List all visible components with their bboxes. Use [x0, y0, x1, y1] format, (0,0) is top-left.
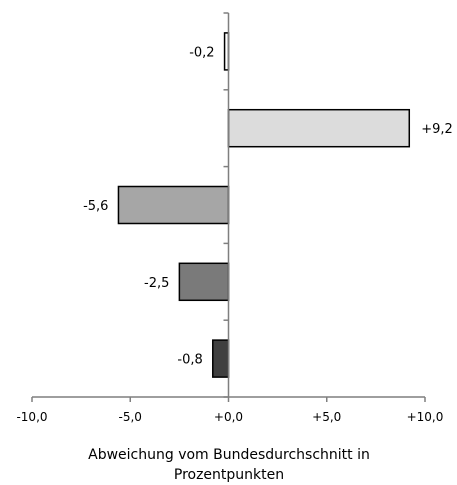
x-tick-label: +5,0	[312, 410, 341, 424]
data-label-2: +9,2	[421, 122, 453, 137]
x-tick-label: +0,0	[214, 410, 243, 424]
bar-3	[117, 185, 230, 225]
x-axis-title-line-1: Abweichung vom Bundesdurchschnitt in	[88, 447, 370, 463]
data-labels: -0,2 +9,2 -5,6 -2,5 -0,8	[83, 45, 453, 367]
x-tick-label: -10,0	[16, 410, 47, 424]
x-axis-title-line-2: Prozentpunkten	[174, 467, 284, 483]
data-label-1: -0,2	[189, 45, 214, 60]
x-tick-label: +10,0	[407, 410, 444, 424]
x-axis: -10,0 -5,0 +0,0 +5,0 +10,0	[16, 396, 444, 424]
bar-5	[212, 339, 230, 378]
data-label-3: -5,6	[83, 199, 108, 214]
data-label-4: -2,5	[144, 276, 169, 291]
bar-4	[178, 262, 230, 302]
data-label-5: -0,8	[177, 353, 202, 368]
bar-2	[227, 108, 411, 148]
bars-group	[117, 32, 411, 378]
x-tick-label: -5,0	[119, 410, 142, 424]
